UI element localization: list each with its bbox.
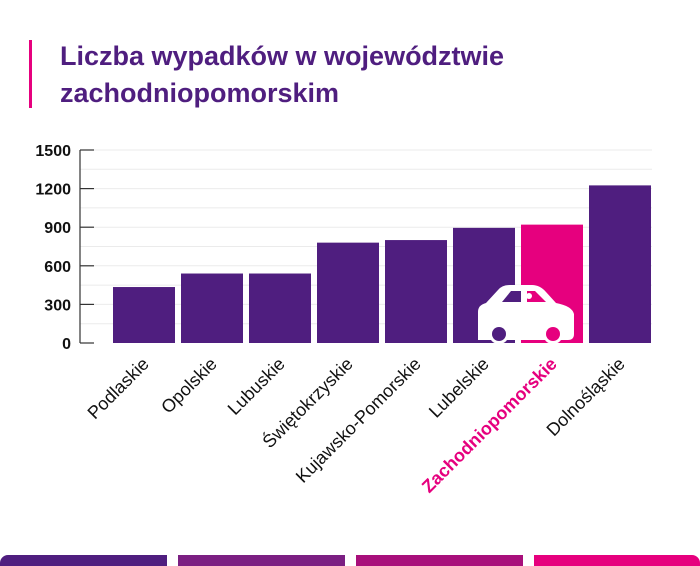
x-tick-label: Opolskie [157, 354, 221, 418]
car-icon [478, 285, 574, 344]
y-tick-label: 900 [44, 220, 71, 237]
bar-podlaskie [113, 287, 175, 343]
footer-stripe [356, 555, 523, 566]
footer-stripe [0, 555, 167, 566]
y-tick-label: 0 [62, 336, 71, 353]
footer-stripe [178, 555, 345, 566]
title-accent-line [29, 40, 32, 108]
y-tick-label: 300 [44, 297, 71, 314]
bar-dolnośląskie [589, 185, 651, 343]
bar-świętokrzyskie [317, 242, 379, 343]
x-tick-label: Kujawsko-Pomorskie [292, 354, 425, 487]
x-tick-label: Zachodniopomorskie [418, 354, 561, 497]
x-tick-label: Lubelskie [425, 354, 493, 422]
bar-lubuskie [249, 273, 311, 343]
x-tick-label: Lubuskie [224, 354, 289, 419]
y-tick-label: 1500 [35, 143, 71, 160]
footer-stripe [534, 555, 700, 566]
bar-opolskie [181, 273, 243, 343]
y-tick-label: 600 [44, 259, 71, 276]
bar-kujawsko-pomorskie [385, 240, 447, 343]
chart-title: Liczba wypadków w województwie zachodnio… [60, 41, 505, 108]
x-tick-label: Podlaskie [83, 354, 152, 423]
y-tick-label: 1200 [35, 182, 71, 199]
